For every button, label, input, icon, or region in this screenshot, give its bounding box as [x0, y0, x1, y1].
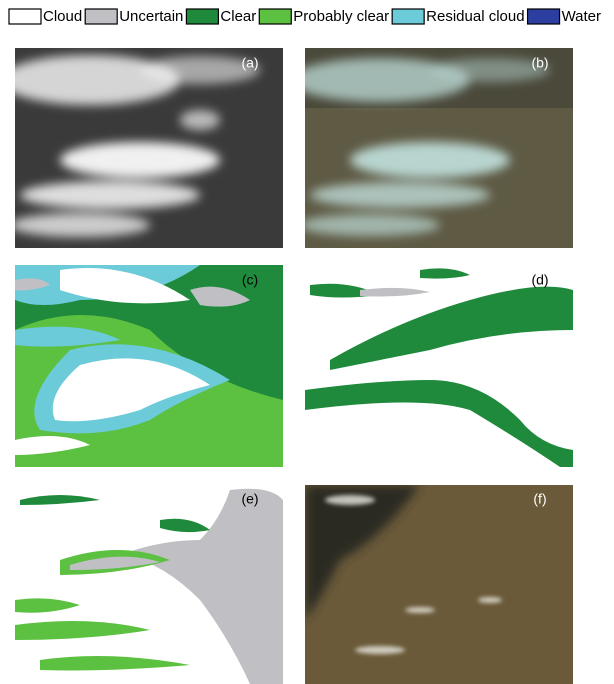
panel-e-image — [15, 485, 283, 684]
legend-label: Residual cloud — [426, 8, 524, 25]
legend-swatch — [186, 9, 218, 24]
legend-label: Cloud — [43, 8, 82, 25]
legend-swatch — [259, 9, 291, 24]
panel-label: (d) — [531, 272, 548, 288]
legend: Cloud Uncertain Clear Probably clear Residua… — [9, 8, 601, 25]
legend-label: Water — [562, 8, 601, 25]
panel-b-image — [290, 48, 573, 248]
legend-label: Probably clear — [293, 8, 389, 25]
panel-label: (b) — [531, 55, 548, 71]
panel-f-image — [305, 485, 573, 684]
legend-swatch — [85, 9, 117, 24]
panel-label: (c) — [242, 272, 258, 288]
panel-c-image — [15, 265, 283, 467]
legend-label: Uncertain — [119, 8, 183, 25]
panel-label: (a) — [241, 55, 258, 71]
panel-label: (e) — [241, 491, 258, 507]
panel-a-image — [0, 48, 283, 248]
legend-label: Clear — [220, 8, 256, 25]
panel-label: (f) — [533, 491, 546, 507]
legend-swatch — [528, 9, 560, 24]
figure: Cloud Uncertain Clear Probably clear Residua… — [0, 0, 614, 684]
panel-d-image — [305, 265, 573, 467]
legend-swatch — [392, 9, 424, 24]
legend-swatch — [9, 9, 41, 24]
